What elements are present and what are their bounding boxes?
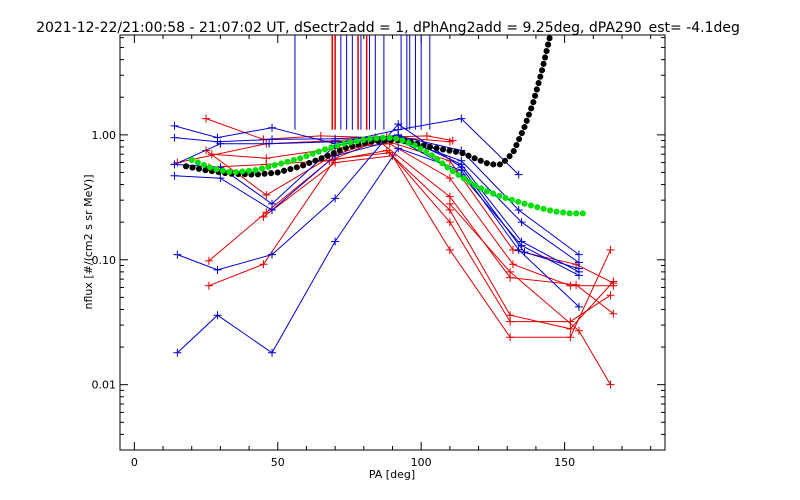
data-point <box>445 174 454 183</box>
series-line-red <box>449 203 611 385</box>
data-series <box>170 114 618 389</box>
series-line-red <box>208 149 614 330</box>
data-point <box>445 192 454 201</box>
series-line-red <box>205 118 453 142</box>
y-tick-label: 1.00 <box>92 129 117 142</box>
data-point <box>514 170 523 179</box>
data-point <box>506 267 515 276</box>
data-point <box>517 218 526 227</box>
x-tick-label: 50 <box>271 456 285 469</box>
pitch-angle-markers <box>294 35 431 130</box>
fit-curve-black <box>183 32 554 178</box>
data-point <box>606 245 615 254</box>
data-point <box>331 158 340 167</box>
data-point <box>268 250 277 259</box>
data-point <box>606 291 615 300</box>
series-line-red <box>263 155 611 338</box>
x-axis-label: PA [deg] <box>369 468 415 481</box>
data-point <box>259 260 268 269</box>
data-point <box>457 114 466 123</box>
data-point <box>506 317 515 326</box>
data-point <box>445 218 454 227</box>
series-line-red <box>211 143 614 287</box>
data-point <box>606 380 615 389</box>
data-point <box>170 160 179 169</box>
series-line-red <box>208 152 611 323</box>
x-tick-label: 100 <box>411 456 432 469</box>
data-point <box>331 237 340 246</box>
y-tick-label: 0.10 <box>92 254 117 267</box>
data-point <box>388 151 397 160</box>
data-point <box>609 277 618 286</box>
data-point <box>213 311 222 320</box>
series-line-blue <box>174 138 580 276</box>
data-point <box>216 139 225 148</box>
fit-curves <box>183 32 591 217</box>
x-tick-label: 150 <box>554 456 575 469</box>
chart-title: 2021-12-22/21:00:58 - 21:07:02 UT, dSect… <box>36 20 740 36</box>
data-point <box>268 123 277 132</box>
data-point <box>259 212 268 221</box>
data-point <box>265 139 274 148</box>
data-point <box>445 137 454 146</box>
data-point <box>574 250 583 259</box>
data-point <box>268 135 277 144</box>
series-line-blue <box>177 123 580 271</box>
series-line-blue <box>177 147 580 354</box>
data-point <box>566 333 575 342</box>
data-point <box>506 333 515 342</box>
data-point <box>170 133 179 142</box>
data-point <box>457 166 466 175</box>
data-point <box>566 281 575 290</box>
data-point <box>170 171 179 180</box>
series-line-red <box>205 140 614 315</box>
data-point <box>566 324 575 333</box>
data-point <box>268 348 277 357</box>
data-point <box>204 256 213 265</box>
fit-curve-green <box>188 134 591 217</box>
axes: 0 50 100 150 0.01 0.10 1.00 <box>92 35 665 469</box>
data-point <box>445 199 454 208</box>
data-point <box>508 260 517 269</box>
data-point <box>213 265 222 274</box>
data-point <box>262 190 271 199</box>
y-axis-label: nflux [#/(cm2 s sr MeV)] <box>82 175 95 310</box>
data-point <box>173 348 182 357</box>
data-point <box>394 144 403 153</box>
data-point <box>514 206 523 215</box>
data-point <box>216 174 225 183</box>
data-point <box>394 120 403 129</box>
data-point <box>574 271 583 280</box>
data-point <box>268 206 277 215</box>
data-point <box>609 309 618 318</box>
plot-frame <box>119 34 666 451</box>
data-point <box>514 245 523 254</box>
data-point <box>572 280 581 289</box>
data-point <box>173 250 182 259</box>
data-point <box>445 245 454 254</box>
x-tick-label: 0 <box>131 456 138 469</box>
data-point <box>204 281 213 290</box>
data-point <box>574 326 583 335</box>
data-point <box>331 194 340 203</box>
data-point <box>422 131 431 140</box>
y-tick-label: 0.01 <box>92 379 117 392</box>
data-point <box>170 121 179 130</box>
data-point <box>202 114 211 123</box>
data-point <box>574 302 583 311</box>
data-point <box>574 264 583 273</box>
data-point <box>262 154 271 163</box>
